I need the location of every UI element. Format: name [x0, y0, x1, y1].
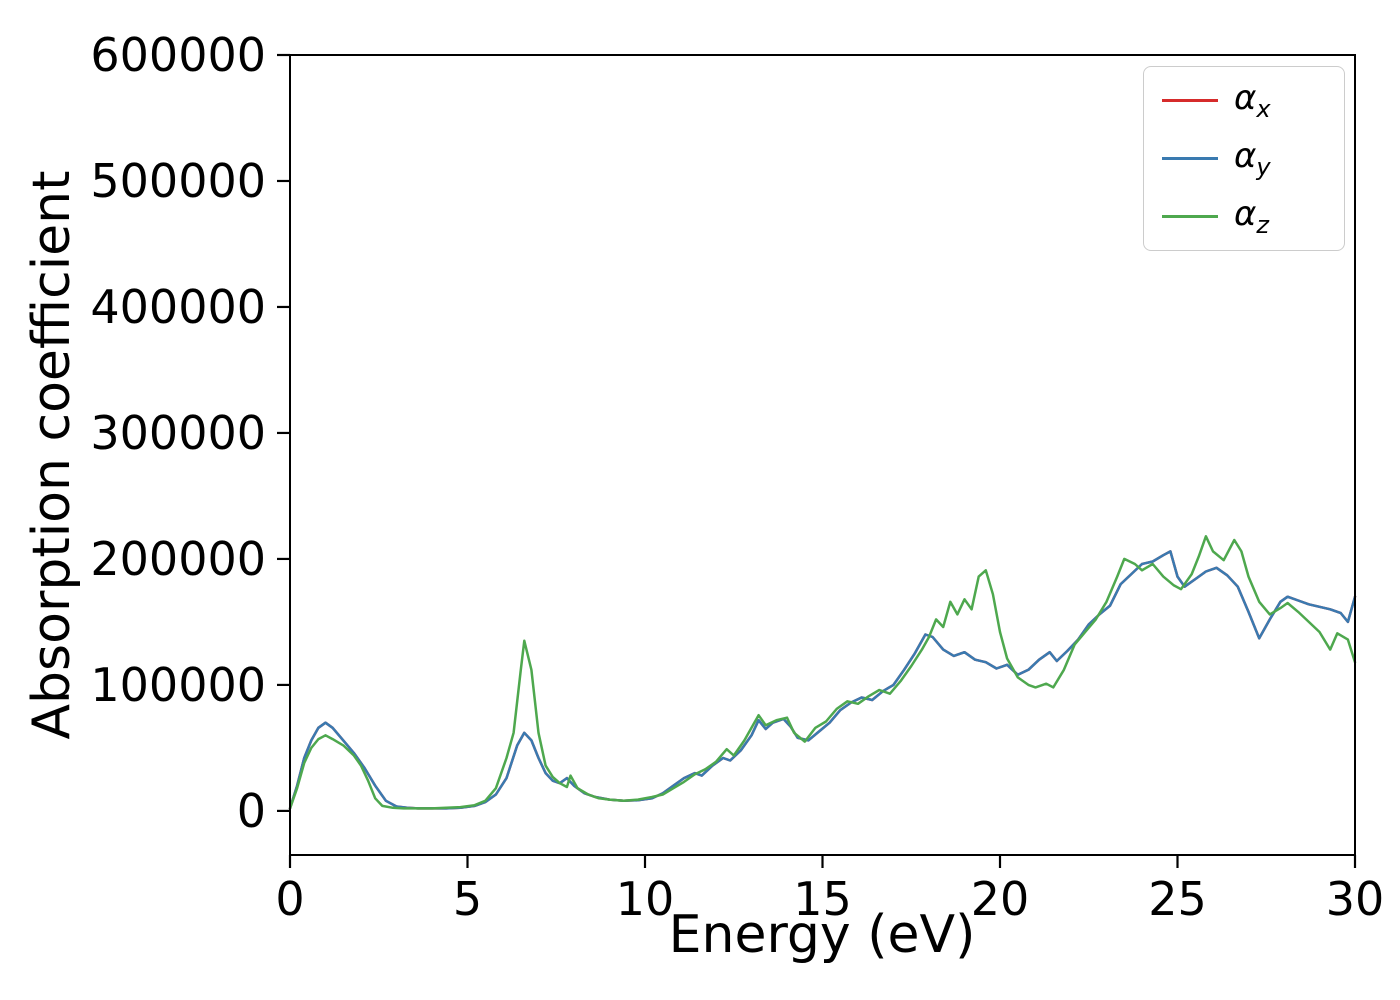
y-tick-label: 100000 — [90, 658, 266, 712]
series-line-alpha_x — [288, 550, 1357, 810]
y-tick-label: 500000 — [90, 154, 266, 208]
legend-entry-alpha_z: αz — [1162, 193, 1326, 239]
legend: αx αy αz — [1143, 66, 1345, 252]
series-line-alpha_y — [288, 550, 1357, 810]
legend-label-alpha_y: αy — [1234, 135, 1271, 181]
legend-entry-alpha_x: αx — [1162, 81, 1326, 121]
legend-line-alpha_x — [1162, 99, 1218, 103]
legend-label-alpha_z: αz — [1234, 193, 1270, 239]
y-tick-label: 600000 — [90, 28, 266, 82]
x-tick-label: 10 — [616, 872, 675, 926]
y-tick-label: 400000 — [90, 280, 266, 334]
x-tick-label: 30 — [1326, 872, 1385, 926]
legend-line-alpha_z — [1162, 214, 1218, 218]
legend-entry-alpha_y: αy — [1162, 139, 1326, 179]
legend-line-alpha_y — [1162, 157, 1218, 161]
x-tick-label: 20 — [971, 872, 1030, 926]
y-tick-label: 200000 — [90, 532, 266, 586]
y-tick-label: 0 — [237, 784, 266, 838]
x-tick-label: 25 — [1148, 872, 1207, 926]
x-axis-label: Energy (eV) — [668, 905, 976, 965]
series-line-alpha_z — [288, 535, 1357, 810]
x-tick-label: 0 — [275, 872, 304, 926]
y-axis-label: Absorption coefficient — [22, 170, 82, 740]
x-tick-label: 5 — [453, 872, 482, 926]
x-tick-label: 15 — [793, 872, 852, 926]
legend-label-alpha_x: αx — [1234, 78, 1271, 123]
y-tick-label: 300000 — [90, 406, 266, 460]
